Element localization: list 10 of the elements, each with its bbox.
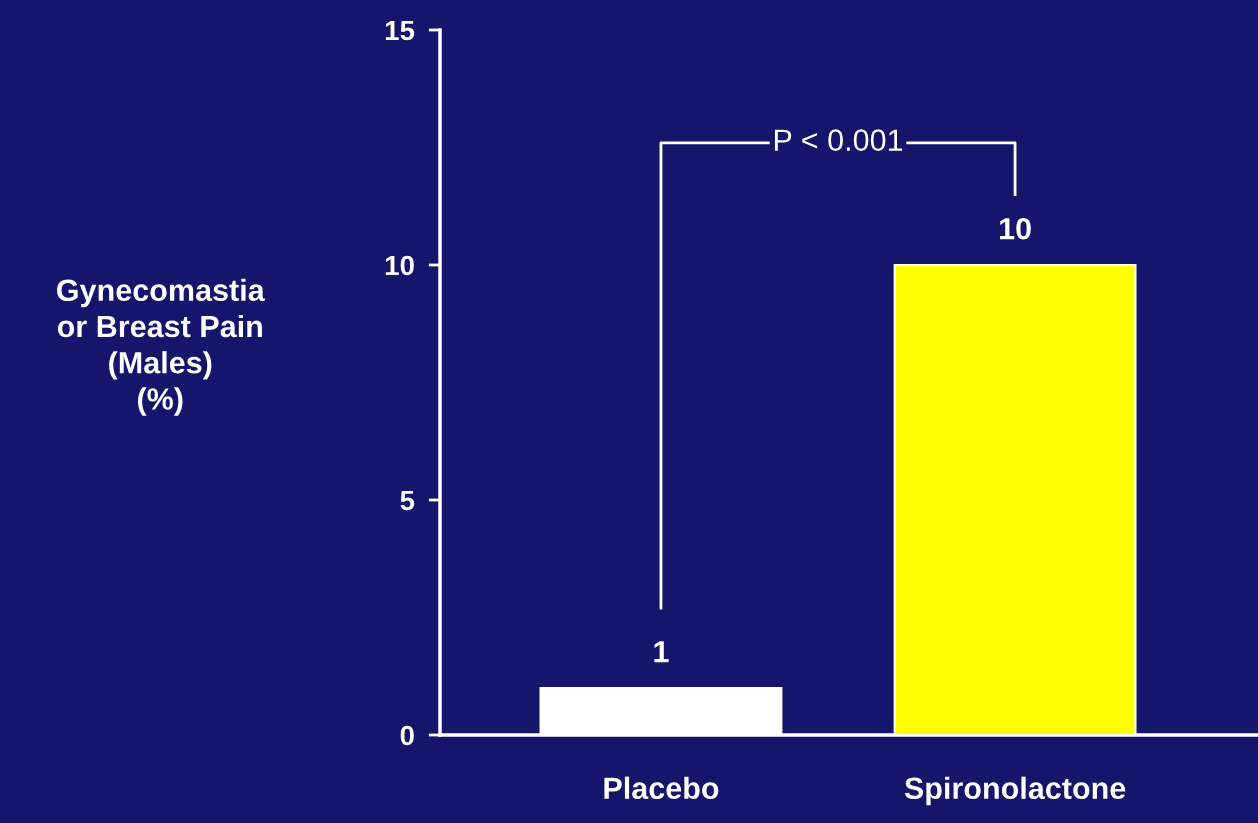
x-tick-label: Placebo	[604, 776, 719, 800]
y-tick-label: 0	[400, 725, 414, 746]
y-tick-label: 10	[385, 255, 414, 276]
y-tick-label: 5	[400, 490, 415, 511]
data-label: 10	[1000, 217, 1031, 240]
x-tick-label: Spironolactone	[904, 776, 1126, 806]
annotation: P < 0.001	[774, 129, 903, 151]
data-label: 1	[654, 641, 669, 663]
y-axis-title: Gynecomastia or Breast Pain (Males) (%)	[57, 278, 265, 416]
y-tick-label: 15	[385, 20, 415, 41]
